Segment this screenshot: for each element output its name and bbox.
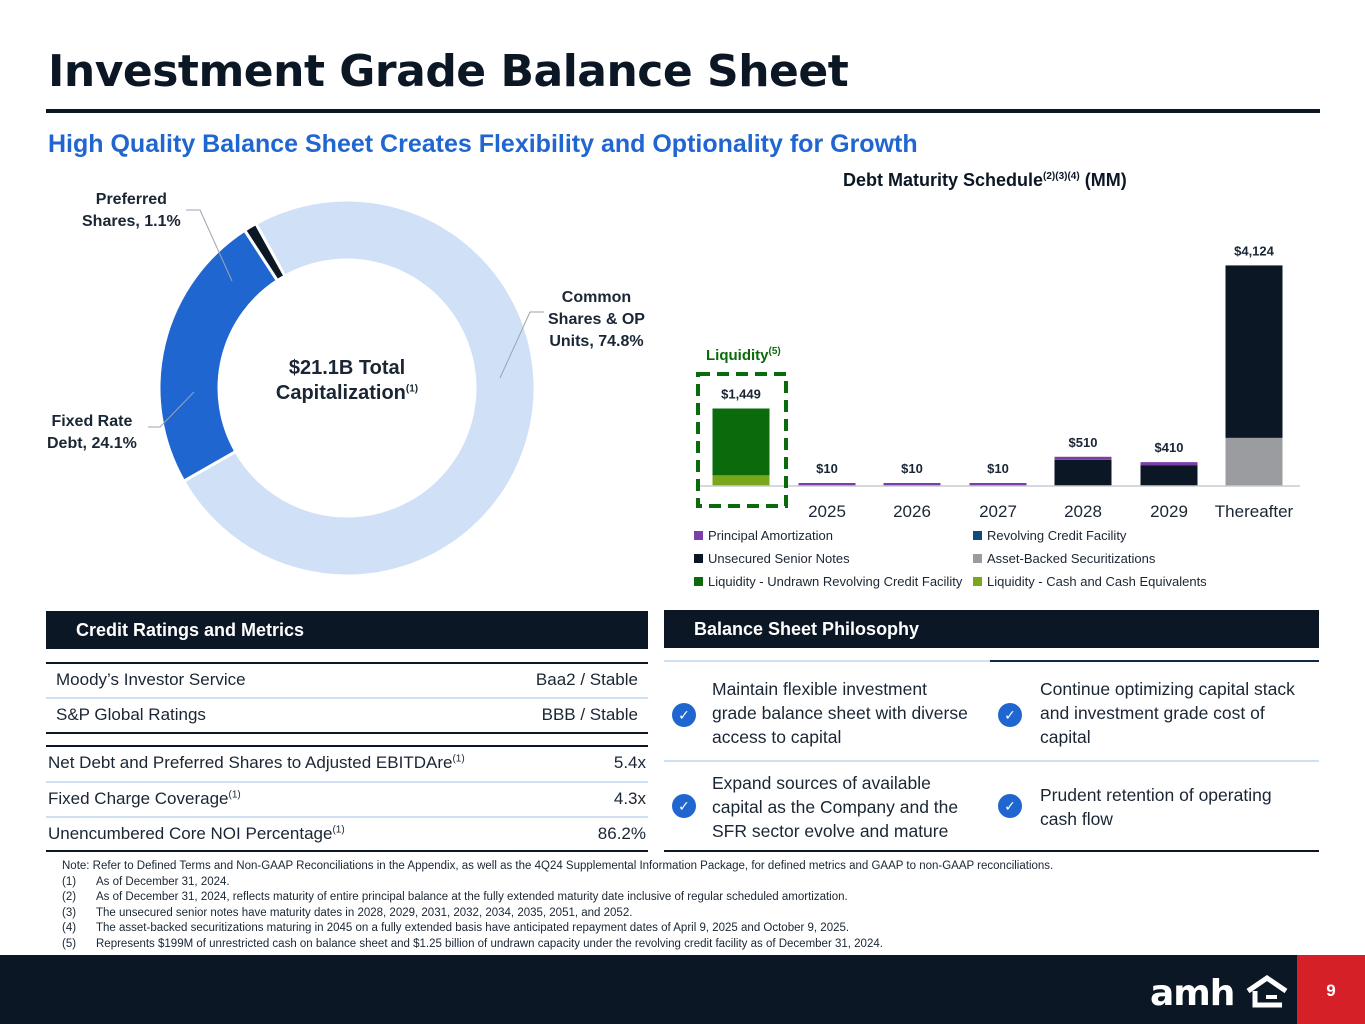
title-divider bbox=[46, 109, 1320, 113]
debt-maturity-chart: $1,449 $10 2025 $10 2026 $10 2027 $510 2028 $410 2… bbox=[696, 243, 1300, 521]
legend-swatch bbox=[694, 554, 703, 563]
donut-label-preferred: Preferred Shares, 1.1% bbox=[82, 191, 181, 230]
category-label: 2026 bbox=[893, 502, 931, 521]
note-intro: Note: Refer to Defined Terms and Non-GAA… bbox=[62, 860, 1054, 872]
bar-liquidity-liquidity-cash-and-cash-equivalents bbox=[712, 475, 770, 486]
check-circle-icon: ✓ bbox=[998, 794, 1022, 818]
philosophy-top-rule-dark bbox=[990, 660, 1319, 662]
row-divider bbox=[46, 816, 648, 818]
legend-label: Asset-Backed Securitizations bbox=[987, 551, 1156, 566]
row-divider bbox=[46, 697, 648, 699]
legend-item: Liquidity - Undrawn Revolving Credit Fac… bbox=[694, 574, 962, 589]
donut-slice-preferred bbox=[242, 221, 287, 283]
bar-2027-principal-amortization bbox=[969, 483, 1027, 486]
metric-row-unencumbered: Unencumbered Core NOI Percentage(1) 86.2… bbox=[48, 824, 646, 843]
donut-label-common: Common Shares & OP Units, 74.8% bbox=[548, 289, 645, 350]
bar-Thereafter-unsecured-senior-notes bbox=[1225, 265, 1283, 438]
metric-row-leverage: Net Debt and Preferred Shares to Adjuste… bbox=[48, 753, 646, 772]
footer-bar bbox=[0, 955, 1365, 1024]
bar-Thereafter-asset-backed-securitizations bbox=[1225, 437, 1283, 486]
category-label: 2025 bbox=[808, 502, 846, 521]
legend-label: Principal Amortization bbox=[708, 528, 833, 543]
legend-swatch bbox=[973, 577, 982, 586]
legend-label: Liquidity - Undrawn Revolving Credit Fac… bbox=[708, 574, 963, 589]
total-label: $1,449 bbox=[721, 386, 761, 401]
total-label: $10 bbox=[816, 461, 838, 476]
philosophy-item-1: Maintain flexible investment grade balanc… bbox=[712, 679, 968, 747]
legend-swatch bbox=[973, 531, 982, 540]
leader-line-preferred bbox=[186, 209, 233, 282]
total-label: $410 bbox=[1155, 440, 1184, 455]
legend-swatch bbox=[973, 554, 982, 563]
check-circle-icon: ✓ bbox=[672, 794, 696, 818]
philosophy-item-2: Continue optimizing capital stack and inv… bbox=[1040, 679, 1295, 747]
philosophy-bottom-rule bbox=[664, 850, 1319, 852]
ratings-bottom-rule bbox=[46, 732, 648, 734]
donut-center-label: $21.1B Total Capitalization(1) bbox=[275, 357, 419, 404]
donut-leader-lines bbox=[148, 209, 544, 428]
rating-row-moodys: Moody’s Investor Service Baa2 / Stable bbox=[56, 670, 638, 689]
liquidity-label: Liquidity(5) bbox=[706, 346, 781, 364]
bar-2025-principal-amortization bbox=[798, 483, 856, 486]
philosophy-item-4: Prudent retention of operating cash flow bbox=[1040, 785, 1272, 829]
footnote-2: (2) As of December 31, 2024, reflects mat… bbox=[62, 891, 848, 903]
category-label: 2027 bbox=[979, 502, 1017, 521]
category-label: Thereafter bbox=[1215, 502, 1294, 521]
legend-item: Revolving Credit Facility bbox=[973, 528, 1126, 543]
footnote-4: (4) The asset-backed securitizations matu… bbox=[62, 922, 850, 934]
footnote-5: (5) Represents $199M of unrestricted cash… bbox=[62, 937, 883, 950]
page-title: Investment Grade Balance Sheet bbox=[48, 46, 849, 97]
category-label: 2028 bbox=[1064, 502, 1102, 521]
total-label: $10 bbox=[901, 461, 923, 476]
total-label: $4,124 bbox=[1234, 243, 1275, 258]
page-number: 9 bbox=[1297, 955, 1365, 1024]
footnote-1: (1) As of December 31, 2024. bbox=[62, 875, 230, 888]
category-label: 2029 bbox=[1150, 502, 1188, 521]
check-circle-icon: ✓ bbox=[672, 703, 696, 727]
leader-line-fixed bbox=[148, 391, 195, 428]
amh-logo: amh bbox=[1150, 974, 1290, 1014]
bar-2029-principal-amortization bbox=[1140, 462, 1198, 466]
legend-swatch bbox=[694, 531, 703, 540]
philosophy-heading: Balance Sheet Philosophy bbox=[664, 610, 1319, 648]
row-divider bbox=[46, 781, 648, 783]
bar-2026-principal-amortization bbox=[883, 483, 941, 486]
donut-label-fixed-rate: Fixed Rate Debt, 24.1% bbox=[47, 413, 137, 452]
check-circle-icon: ✓ bbox=[998, 703, 1022, 727]
liquidity-box bbox=[696, 372, 788, 508]
legend-item: Asset-Backed Securitizations bbox=[973, 551, 1155, 566]
metric-row-fixed-charge: Fixed Charge Coverage(1) 4.3x bbox=[48, 789, 646, 808]
house-logo-icon bbox=[1246, 974, 1288, 1008]
legend-label: Liquidity - Cash and Cash Equivalents bbox=[987, 574, 1207, 589]
rating-row-sp: S&P Global Ratings BBB / Stable bbox=[56, 705, 638, 724]
philosophy-mid-rule bbox=[664, 760, 1319, 762]
bar-liquidity-liquidity-undrawn-revolving-credit-facility bbox=[712, 408, 770, 476]
legend-item: Liquidity - Cash and Cash Equivalents bbox=[973, 574, 1207, 589]
bar-2028-unsecured-senior-notes bbox=[1054, 459, 1112, 486]
metrics-bottom-rule bbox=[46, 850, 648, 852]
legend-label: Revolving Credit Facility bbox=[987, 528, 1127, 543]
total-label: $510 bbox=[1069, 435, 1098, 450]
page-subtitle: High Quality Balance Sheet Creates Flexi… bbox=[48, 130, 918, 158]
footnotes: Note: Refer to Defined Terms and Non-GAA… bbox=[62, 859, 1053, 952]
chart-title: Debt Maturity Schedule(2)(3)(4) (MM) bbox=[843, 170, 1127, 190]
legend-item: Principal Amortization bbox=[694, 528, 833, 543]
leader-line-common bbox=[499, 311, 544, 379]
legend-label: Unsecured Senior Notes bbox=[708, 551, 850, 566]
capitalization-donut bbox=[148, 198, 544, 578]
legend-swatch bbox=[694, 577, 703, 586]
philosophy-item-3: Expand sources of available capital as th… bbox=[712, 773, 959, 841]
legend-item: Unsecured Senior Notes bbox=[694, 551, 850, 566]
donut-slice-common bbox=[181, 198, 537, 578]
bar-2029-unsecured-senior-notes bbox=[1140, 465, 1198, 486]
footnote-3: (3) The unsecured senior notes have matur… bbox=[62, 906, 633, 919]
ratings-top-rule bbox=[46, 662, 648, 664]
credit-ratings-heading: Credit Ratings and Metrics bbox=[46, 611, 648, 649]
bar-2028-principal-amortization bbox=[1054, 456, 1112, 460]
metrics-top-rule bbox=[46, 745, 648, 747]
total-label: $10 bbox=[987, 461, 1009, 476]
